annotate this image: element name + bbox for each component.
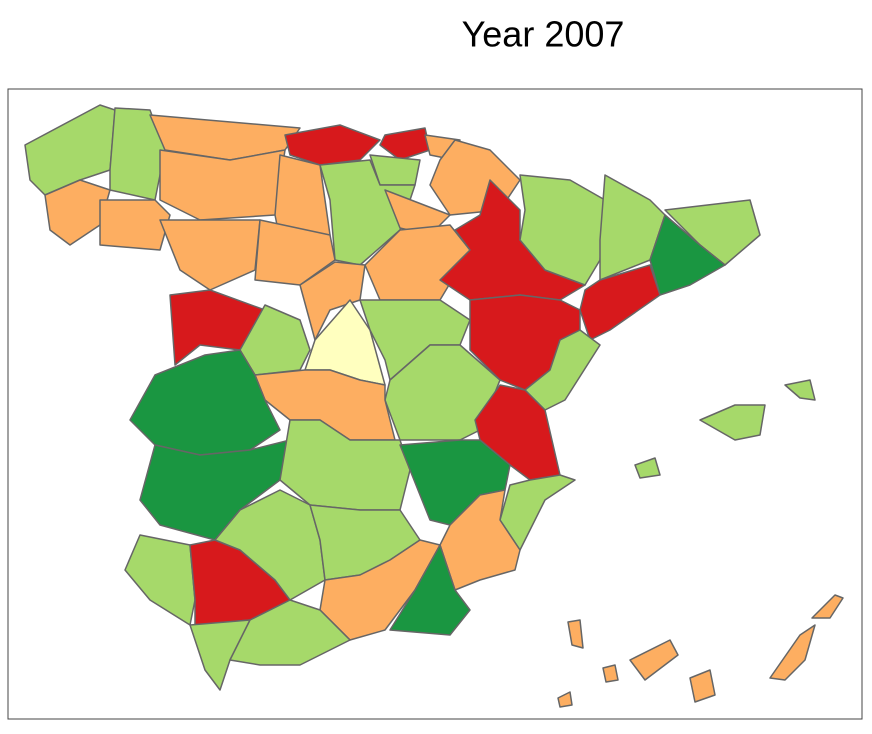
province <box>579 264 661 341</box>
province <box>389 544 471 636</box>
province <box>139 439 291 541</box>
province <box>189 619 251 691</box>
island <box>567 619 584 649</box>
island <box>629 639 679 681</box>
province <box>284 124 381 166</box>
island <box>784 379 816 401</box>
island <box>557 691 573 708</box>
provinces <box>24 104 844 708</box>
island <box>602 664 619 683</box>
island <box>699 404 766 441</box>
province <box>159 219 261 291</box>
province <box>254 369 396 441</box>
island <box>811 594 844 619</box>
province <box>99 199 171 251</box>
province <box>24 104 116 196</box>
province <box>379 127 431 161</box>
province <box>124 534 196 626</box>
province <box>279 419 411 511</box>
island <box>634 457 661 479</box>
province <box>159 149 286 221</box>
province <box>519 174 606 286</box>
map-title: Year 2007 <box>462 14 625 55</box>
island <box>769 624 816 681</box>
map-frame <box>7 88 863 720</box>
province <box>129 349 281 456</box>
island <box>689 669 716 703</box>
province <box>254 219 336 286</box>
province <box>649 214 726 296</box>
province <box>229 599 351 666</box>
